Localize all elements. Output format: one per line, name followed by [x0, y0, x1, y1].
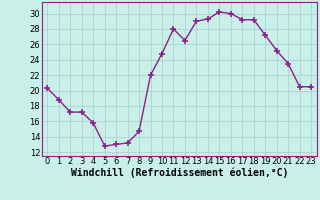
X-axis label: Windchill (Refroidissement éolien,°C): Windchill (Refroidissement éolien,°C)	[70, 168, 288, 178]
